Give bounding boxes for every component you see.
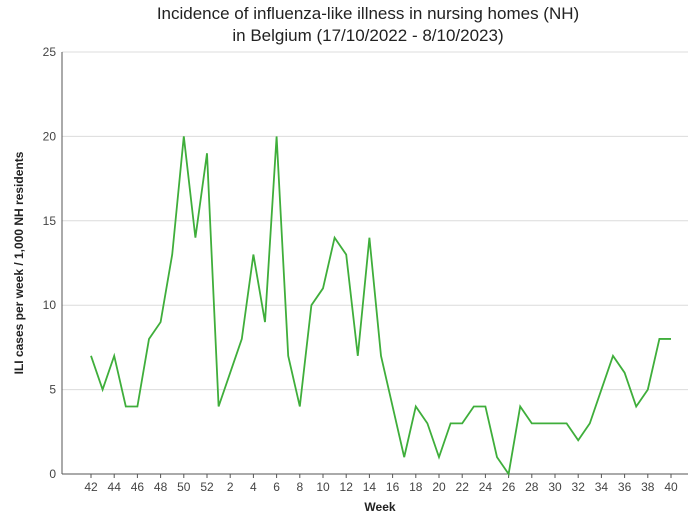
data-point [507,472,511,476]
data-point [286,354,290,358]
x-axis-ticks: 42 44 46 48 50 52 2 4 6 8 10 12 14 16 18 20 22 24 26 28 30 32… [84,474,678,494]
y-tick-label: 20 [43,129,57,143]
data-point [228,371,232,375]
x-tick-label: 42 [84,480,98,494]
data-point [588,421,592,425]
data-point [321,286,325,290]
x-tick-label: 16 [386,480,400,494]
y-axis-label: ILI cases per week / 1,000 NH residents [12,151,26,374]
data-point [669,337,673,341]
gridlines [62,51,688,391]
y-tick-label: 10 [43,298,57,312]
data-point [576,438,580,442]
series-layer [89,134,673,477]
data-point [565,421,569,425]
y-tick-label: 0 [49,467,56,481]
y-tick-label: 5 [49,383,56,397]
data-point [275,134,279,138]
x-tick-label: 20 [432,480,446,494]
data-point [553,421,557,425]
data-point [472,404,476,408]
y-tick-label: 25 [43,45,57,59]
data-point [460,421,464,425]
x-tick-label: 12 [340,480,354,494]
data-point [135,404,139,408]
data-point [344,253,348,257]
x-tick-label: 40 [664,480,678,494]
data-point [518,404,522,408]
data-point [263,320,267,324]
x-tick-label: 14 [363,480,377,494]
x-tick-label: 6 [273,480,280,494]
x-tick-label: 32 [572,480,586,494]
data-point [414,404,418,408]
x-tick-label: 38 [641,480,655,494]
x-tick-label: 26 [502,480,516,494]
x-tick-label: 28 [525,480,539,494]
data-point [391,404,395,408]
data-point [634,404,638,408]
data-point [356,354,360,358]
x-tick-label: 48 [154,480,168,494]
x-tick-label: 46 [131,480,145,494]
x-tick-label: 24 [479,480,493,494]
data-point [402,455,406,459]
data-point [309,303,313,307]
data-point [437,455,441,459]
data-point [657,337,661,341]
x-axis-label: Week [364,500,395,514]
data-point [530,421,534,425]
x-tick-label: 8 [296,480,303,494]
data-point [298,404,302,408]
data-point [611,354,615,358]
data-point [541,421,545,425]
data-point [646,388,650,392]
x-tick-label: 34 [595,480,609,494]
x-tick-label: 4 [250,480,257,494]
x-tick-label: 50 [177,480,191,494]
data-point [170,253,174,257]
series-line-0 [90,136,671,477]
data-point [623,371,627,375]
x-tick-label: 30 [548,480,562,494]
x-tick-label: 52 [200,480,214,494]
data-point [159,320,163,324]
data-point [193,236,197,240]
x-tick-label: 18 [409,480,423,494]
y-axis-ticks: 0 5 10 15 20 25 [43,45,57,481]
x-tick-label: 2 [227,480,234,494]
data-point [425,421,429,425]
x-tick-label: 44 [108,480,122,494]
data-point [367,236,371,240]
data-point [89,354,93,358]
data-point [112,354,116,358]
data-point [449,421,453,425]
x-tick-label: 22 [456,480,470,494]
x-tick-label: 36 [618,480,632,494]
chart-title: Incidence of influenza-like illness in n… [157,4,579,23]
data-point [379,354,383,358]
data-point [251,253,255,257]
data-point [101,388,105,392]
y-tick-label: 15 [43,214,57,228]
data-point [599,388,603,392]
data-point [333,236,337,240]
data-point [124,404,128,408]
data-point [217,404,221,408]
data-point [182,134,186,138]
data-point [495,455,499,459]
data-point [147,337,151,341]
data-point [205,151,209,155]
data-point [483,404,487,408]
chart-subtitle: in Belgium (17/10/2022 - 8/10/2023) [232,26,503,45]
data-point [240,337,244,341]
x-tick-label: 10 [316,480,330,494]
